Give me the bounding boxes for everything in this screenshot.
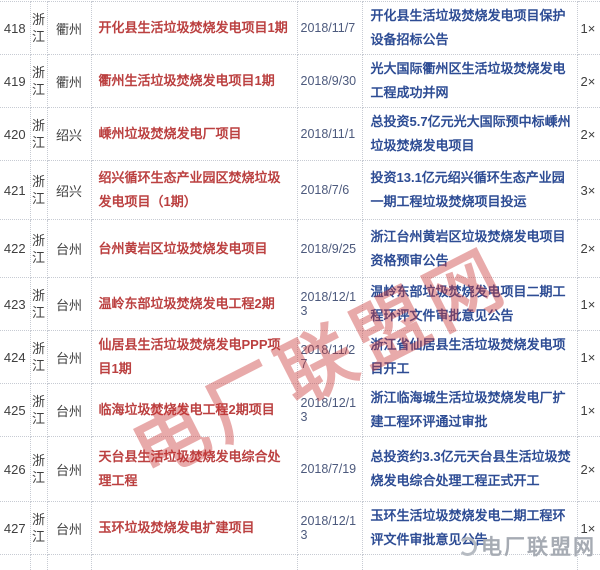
date-cell: 2018/11/7 [296,1,363,55]
no-cell: 419 [0,54,31,108]
city-cell: 台州 [46,330,92,384]
date-cell: 2018/12/13 [296,501,363,555]
table-row: 421 浙江 绍兴 绍兴循环生态产业园区焚烧垃圾发电项目（1期） 2018/7/… [0,160,600,220]
no-cell: 424 [0,330,31,384]
project-name: 衢州生活垃圾焚烧发电项目1期 [90,54,298,108]
project-name: 台州黄岩区垃圾焚烧发电项目 [90,219,298,278]
province-cell: 浙江 [29,277,48,331]
logo-ring-icon [458,536,477,556]
date-cell: 2018/11/1 [296,107,363,161]
date-cell: 2018/12/13 [296,383,363,437]
no-cell: 422 [0,219,31,278]
site-logo-text: 电厂联盟网 [481,536,596,559]
date-cell: 2018/8/20 [296,554,363,570]
project-name: 临海垃圾焚烧发电工程2期项目 [90,383,298,437]
no-cell: 428 [0,554,31,570]
news-cell: 总投资约3.3亿元天台县生活垃圾焚烧发电综合处理工程正式开工 [361,436,578,502]
count-cell: 3× [576,160,600,220]
project-name: 温岭东部垃圾焚烧发电工程2期 [90,277,298,331]
city-cell: 温州 [46,554,92,570]
count-cell: 1× [576,501,600,555]
news-cell: 浙江台州黄岩区垃圾焚烧发电项目资格预审公告 [361,219,578,278]
table-row: 426 浙江 台州 天台县生活垃圾焚烧发电综合处理工程 2018/7/19 总投… [0,436,600,502]
count-cell: 2× [576,107,600,161]
table-row: 424 浙江 台州 仙居县生活垃圾焚烧发电PPP项目1期 2018/11/27 … [0,330,600,384]
no-cell: 421 [0,160,31,220]
project-name: 天台县生活垃圾焚烧发电综合处理工程 [90,436,298,502]
city-cell: 台州 [46,219,92,278]
no-cell: 426 [0,436,31,502]
province-cell: 浙江 [29,383,48,437]
count-cell: 1× [576,383,600,437]
count-cell: 1× [576,277,600,331]
project-name: 平阳县生活垃圾焚烧发电项目2期 [90,554,298,570]
news-cell: 开化县生活垃圾焚烧发电项目保护设备招标公告 [361,1,578,55]
project-name: 绍兴循环生态产业园区焚烧垃圾发电项目（1期） [90,160,298,220]
province-cell: 浙江 [29,219,48,278]
news-cell: 温岭东部垃圾焚烧发电项目二期工程环评文件审批意见公告 [361,277,578,331]
province-cell: 浙江 [29,436,48,502]
province-cell: 浙江 [29,107,48,161]
date-cell: 2018/9/25 [296,219,363,278]
project-name: 开化县生活垃圾焚烧发电项目1期 [90,1,298,55]
city-cell: 台州 [46,501,92,555]
count-cell: 1× [576,1,600,55]
city-cell: 衢州 [46,54,92,108]
site-logo: 电厂联盟网 [458,531,596,561]
date-cell: 2018/7/19 [296,436,363,502]
project-name: 仙居县生活垃圾焚烧发电PPP项目1期 [90,330,298,384]
news-cell: 投资13.1亿元绍兴循环生态产业园一期工程垃圾焚烧项目投运 [361,160,578,220]
count-cell: 2× [576,54,600,108]
province-cell: 浙江 [29,501,48,555]
city-cell: 衢州 [46,1,92,55]
date-cell: 2018/11/27 [296,330,363,384]
no-cell: 427 [0,501,31,555]
project-name: 嵊州垃圾焚烧发电厂项目 [90,107,298,161]
city-cell: 绍兴 [46,160,92,220]
table-row: 428 浙江 温州 平阳县生活垃圾焚烧发电项目2期 2018/8/20 平阳县垃… [0,554,600,570]
no-cell: 420 [0,107,31,161]
count-cell: 1× [576,330,600,384]
news-cell: 光大国际衢州区生活垃圾焚烧发电工程成功并网 [361,54,578,108]
date-cell: 2018/7/6 [296,160,363,220]
no-cell: 425 [0,383,31,437]
date-cell: 2018/12/13 [296,277,363,331]
news-cell: 总投资5.7亿元光大国际预中标嵊州垃圾焚烧发电项目 [361,107,578,161]
no-cell: 418 [0,1,31,55]
province-cell: 浙江 [29,160,48,220]
count-cell: 2× [576,436,600,502]
city-cell: 台州 [46,436,92,502]
city-cell: 台州 [46,277,92,331]
date-cell: 2018/9/30 [296,54,363,108]
count-cell: 1× [576,554,600,570]
city-cell: 台州 [46,383,92,437]
province-cell: 浙江 [29,554,48,570]
province-cell: 浙江 [29,1,48,55]
table-row: 420 浙江 绍兴 嵊州垃圾焚烧发电厂项目 2018/11/1 总投资5.7亿元… [0,107,600,161]
news-cell: 浙江省仙居县生活垃圾焚烧发电项目开工 [361,330,578,384]
table-row: 419 浙江 衢州 衢州生活垃圾焚烧发电项目1期 2018/9/30 光大国际衢… [0,54,600,108]
table-row: 423 浙江 台州 温岭东部垃圾焚烧发电工程2期 2018/12/13 温岭东部… [0,277,600,331]
table-row: 422 浙江 台州 台州黄岩区垃圾焚烧发电项目 2018/9/25 浙江台州黄岩… [0,219,600,278]
count-cell: 2× [576,219,600,278]
city-cell: 绍兴 [46,107,92,161]
province-cell: 浙江 [29,54,48,108]
news-cell: 浙江临海城生活垃圾焚烧发电厂扩建工程环评通过审批 [361,383,578,437]
province-cell: 浙江 [29,330,48,384]
project-name: 玉环垃圾焚烧发电扩建项目 [90,501,298,555]
no-cell: 423 [0,277,31,331]
table-row: 418 浙江 衢州 开化县生活垃圾焚烧发电项目1期 2018/11/7 开化县生… [0,1,600,55]
table-row: 425 浙江 台州 临海垃圾焚烧发电工程2期项目 2018/12/13 浙江临海… [0,383,600,437]
